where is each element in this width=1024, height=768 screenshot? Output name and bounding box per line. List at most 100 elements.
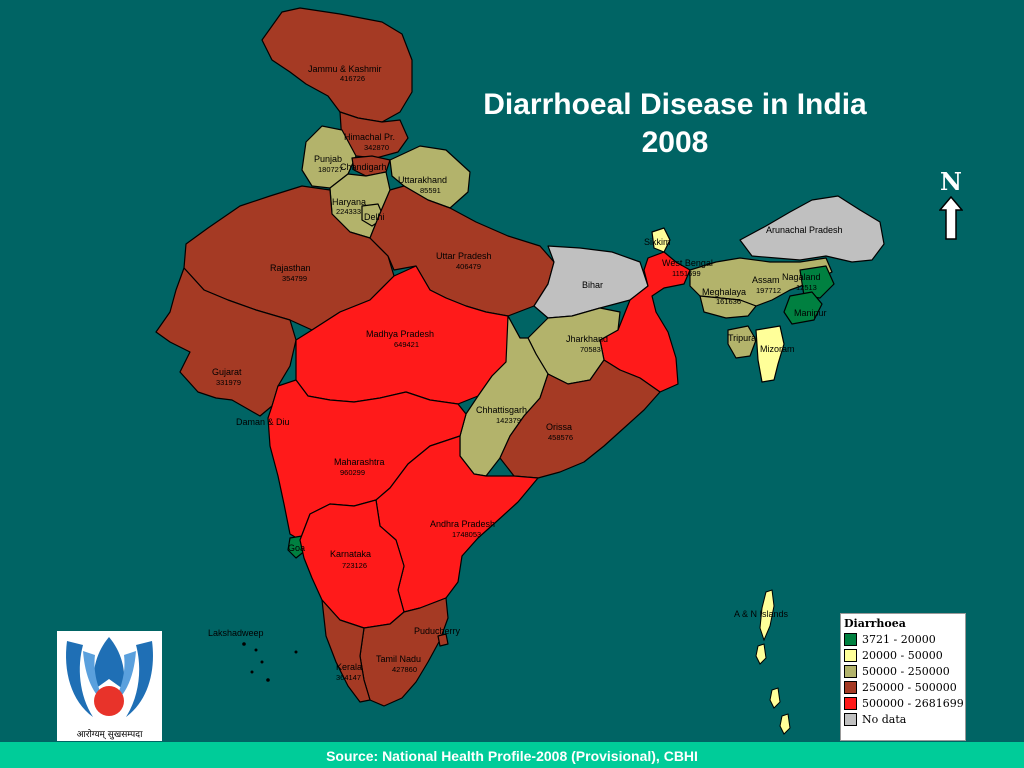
label-daman-diu: Daman & Diu: [236, 417, 290, 427]
label-tripura: Tripura: [728, 333, 756, 343]
north-label: N: [940, 167, 962, 196]
region-sikkim[interactable]: [651, 227, 671, 253]
value-karnataka: 723126: [342, 561, 367, 570]
legend-swatch: [844, 680, 857, 694]
region-puducherry[interactable]: [437, 633, 449, 647]
label-manipur: Manipur: [794, 308, 827, 318]
legend-label: 50000 - 250000: [862, 664, 950, 678]
legend-item: No data: [841, 711, 965, 727]
region-orissa[interactable]: [499, 359, 661, 479]
label-andhra-pradesh: Andhra Pradesh: [430, 519, 495, 529]
legend-swatch: [844, 664, 857, 678]
label-goa: Goa: [288, 543, 305, 553]
region-gujarat[interactable]: [155, 267, 297, 417]
label-himachal: Himachal Pr.: [344, 132, 395, 142]
north-arrow-icon: [939, 196, 963, 240]
value-chhattisgarh: 142379: [496, 416, 521, 425]
value-haryana: 224333: [336, 207, 361, 216]
value-gujarat: 331979: [216, 378, 241, 387]
legend-item: 50000 - 250000: [841, 663, 965, 679]
legend-label: 250000 - 500000: [862, 680, 957, 694]
legend-item: 3721 - 20000: [841, 631, 965, 647]
label-sikkim: Sikkim: [644, 237, 671, 247]
label-karnataka: Karnataka: [330, 549, 371, 559]
legend-item: 20000 - 50000: [841, 647, 965, 663]
legend-label: 20000 - 50000: [862, 648, 943, 662]
value-uttar-pradesh: 406479: [456, 262, 481, 271]
legend-swatch: [844, 696, 857, 710]
source-text: Source: National Health Profile-2008 (Pr…: [326, 748, 698, 764]
value-andhra-pradesh: 1748053: [452, 530, 481, 539]
label-kerala: Kerala: [336, 662, 362, 672]
label-tamil-nadu: Tamil Nadu: [376, 654, 421, 664]
label-madhya-pradesh: Madhya Pradesh: [366, 329, 434, 339]
label-chhattisgarh: Chhattisgarh: [476, 405, 527, 415]
region-chhattisgarh[interactable]: [459, 315, 549, 477]
value-assam: 197712: [756, 286, 781, 295]
label-delhi: Delhi: [364, 212, 385, 222]
region-nagaland[interactable]: [799, 265, 835, 299]
label-meghalaya: Meghalaya: [702, 287, 746, 297]
legend-item: 250000 - 500000: [841, 679, 965, 695]
value-jharkhand: 70583: [580, 345, 601, 354]
label-punjab: Punjab: [314, 154, 342, 164]
value-nagaland: 12513: [796, 283, 817, 292]
label-haryana: Haryana: [332, 197, 366, 207]
legend-label: 3721 - 20000: [862, 632, 936, 646]
label-arunachal: Arunachal Pradesh: [766, 225, 843, 235]
label-rajasthan: Rajasthan: [270, 263, 311, 273]
lotus-logo-icon: [66, 637, 153, 717]
region-west-bengal[interactable]: [599, 251, 691, 393]
value-tamil-nadu: 427860: [392, 665, 417, 674]
legend-swatch: [844, 632, 857, 646]
region-kerala[interactable]: [321, 599, 371, 703]
source-footer: Source: National Health Profile-2008 (Pr…: [0, 742, 1024, 768]
india-map: Jammu & Kashmir 416726 Himachal Pr. 3428…: [155, 7, 885, 735]
label-jammu-kashmir: Jammu & Kashmir: [308, 64, 382, 74]
value-kerala: 364147: [336, 673, 361, 682]
label-assam: Assam: [752, 275, 780, 285]
value-maharashtra: 960299: [340, 468, 365, 477]
value-meghalaya: 161636: [716, 297, 741, 306]
value-jammu-kashmir: 416726: [340, 74, 365, 83]
region-mizoram[interactable]: [755, 325, 785, 383]
value-madhya-pradesh: 649421: [394, 340, 419, 349]
value-west-bengal: 1151699: [672, 269, 701, 278]
value-rajasthan: 354799: [282, 274, 307, 283]
value-himachal: 342870: [364, 143, 389, 152]
region-arunachal[interactable]: [739, 195, 885, 263]
region-tripura[interactable]: [727, 325, 757, 359]
label-chandigarh: Chandigarh: [340, 162, 387, 172]
label-west-bengal: West Bengal: [662, 258, 713, 268]
label-orissa: Orissa: [546, 422, 572, 432]
label-uttarakhand: Uttarakhand: [398, 175, 447, 185]
value-punjab: 180727: [318, 165, 343, 174]
label-gujarat: Gujarat: [212, 367, 242, 377]
label-bihar: Bihar: [582, 280, 603, 290]
value-orissa: 458576: [548, 433, 573, 442]
region-uttarakhand[interactable]: [389, 145, 471, 209]
value-uttarakhand: 85591: [420, 186, 441, 195]
logo-motto: आरोग्यम् सुखसम्पदा: [76, 730, 143, 740]
north-indicator: N: [934, 170, 968, 240]
legend-item: 500000 - 2681699: [841, 695, 965, 711]
label-andaman: A & N Islands: [734, 609, 789, 619]
region-karnataka[interactable]: [299, 499, 405, 629]
label-jharkhand: Jharkhand: [566, 334, 608, 344]
legend: Diarrhoea 3721 - 20000 20000 - 50000 500…: [840, 613, 966, 741]
legend-title: Diarrhoea: [844, 617, 906, 630]
label-mizoram: Mizoram: [760, 344, 795, 354]
map-title: Diarrhoeal Disease in India 2008: [483, 88, 867, 159]
legend-swatch: [844, 648, 857, 662]
label-maharashtra: Maharashtra: [334, 457, 385, 467]
label-lakshadweep: Lakshadweep: [208, 628, 264, 638]
region-andaman-nicobar[interactable]: [755, 589, 791, 735]
region-meghalaya[interactable]: [699, 295, 757, 319]
map-labels: Jammu & Kashmir 416726 Himachal Pr. 3428…: [208, 64, 843, 682]
legend-swatch: [844, 712, 857, 726]
label-puducherry: Puducherry: [414, 626, 461, 636]
label-uttar-pradesh: Uttar Pradesh: [436, 251, 492, 261]
region-manipur[interactable]: [783, 291, 823, 325]
legend-label: No data: [862, 712, 907, 726]
region-lakshadweep[interactable]: [242, 642, 298, 682]
